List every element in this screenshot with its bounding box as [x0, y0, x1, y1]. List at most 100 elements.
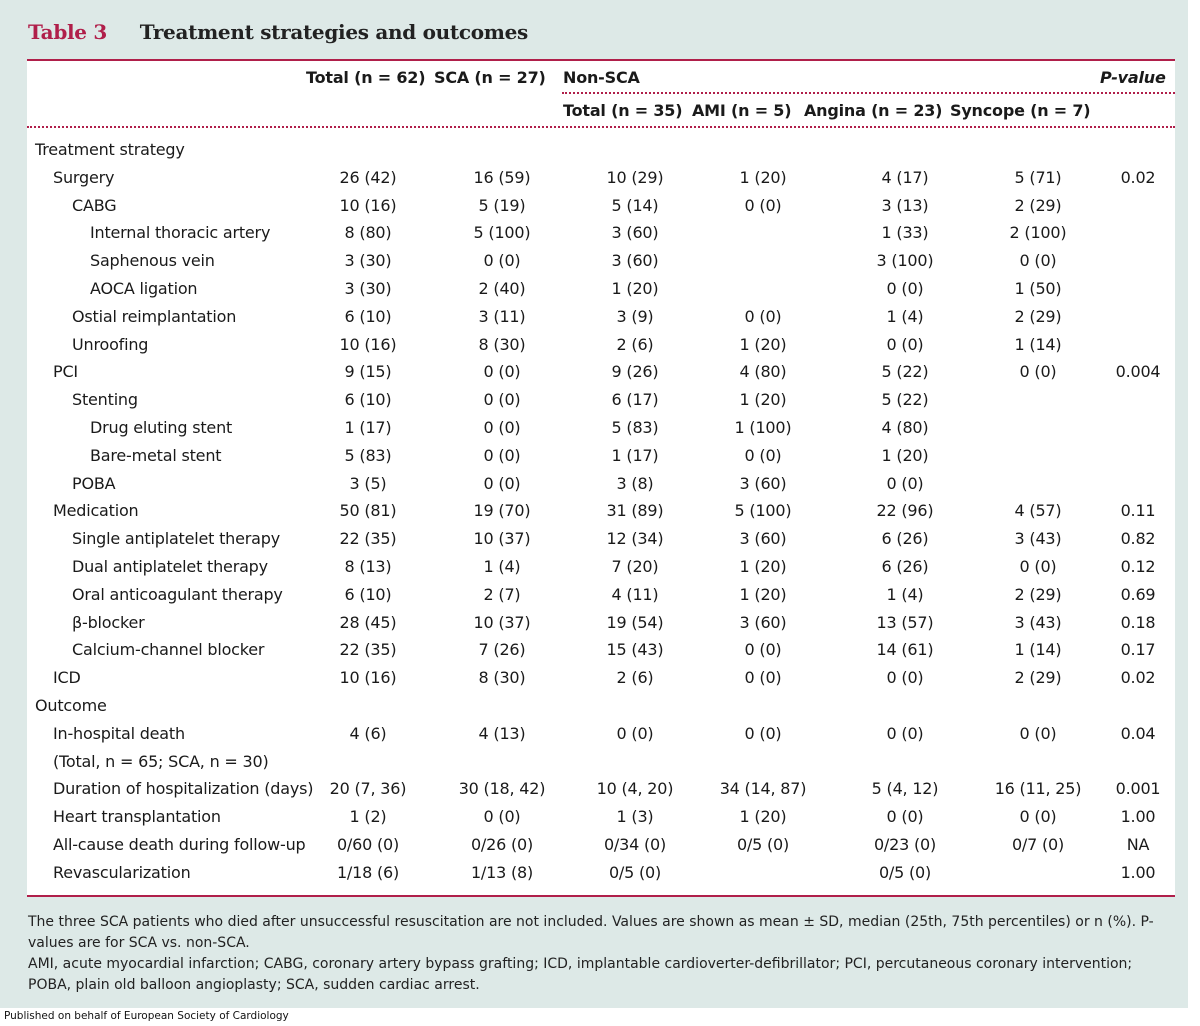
row-label: PCI: [53, 362, 78, 382]
bottom-rule: [27, 895, 1175, 897]
table-cell: 0.18: [1120, 612, 1156, 632]
table-cell: 5 (19): [478, 195, 526, 215]
table-title: Table 3 Treatment strategies and outcome…: [28, 20, 528, 44]
table-cell: 3 (60): [611, 251, 659, 271]
table-cell: 19 (54): [606, 612, 664, 632]
row-label: Drug eluting stent: [90, 418, 233, 437]
table-cell: 1 (20): [739, 334, 787, 354]
footnote: The three SCA patients who died after un…: [28, 912, 1178, 996]
table-cell: 1 (33): [881, 223, 929, 243]
table-row: Saphenous vein 3 (30) 0 (0) 3 (60) 3 (100) 0 …: [27, 251, 1175, 279]
row-label: In-hospital death: [53, 723, 185, 743]
table-cell: 15 (43): [606, 640, 664, 660]
table-row: All-cause death during follow-up 0/60 (0)…: [27, 835, 1175, 863]
publisher-note: Published on behalf of European Society …: [4, 1010, 289, 1022]
table-cell: 1 (4): [886, 584, 924, 604]
table-cell: 0 (0): [483, 362, 521, 382]
table-cell: 50 (81): [339, 501, 397, 521]
table-cell: 1.00: [1120, 807, 1156, 827]
row-label: Duration of hospitalization (days): [53, 779, 314, 799]
table-cell: 0/23 (0): [873, 835, 937, 854]
table-cell: 0 (0): [1019, 251, 1057, 271]
table-number: Table 3: [28, 20, 108, 44]
table-cell: 13 (57): [876, 612, 934, 632]
table-cell: 0 (0): [886, 473, 924, 493]
table-cell: 0 (0): [886, 807, 924, 827]
table-cell: 6 (26): [881, 557, 929, 576]
table-cell: 0.12: [1120, 557, 1156, 576]
table-cell: 1 (20): [739, 390, 787, 410]
table-row: β-blocker 28 (45) 10 (37) 19 (54) 3 (60) 13 (…: [27, 613, 1175, 641]
table-cell: 10 (37): [473, 529, 531, 549]
table-cell: 0/34 (0): [603, 835, 667, 854]
footnote-line-2: AMI, acute myocardial infarction; CABG, …: [28, 956, 1133, 993]
table-cell: 26 (42): [339, 167, 397, 187]
row-label: β-blocker: [72, 612, 145, 632]
table-cell: 2 (29): [1014, 668, 1062, 688]
table-row: CABG 10 (16) 5 (19) 5 (14) 0 (0) 3 (13) 2 (29): [27, 196, 1175, 224]
table-row: Bare-metal stent 5 (83) 0 (0) 1 (17) 0 (0) 1 …: [27, 446, 1175, 474]
table-cell: 0 (0): [483, 418, 521, 437]
header-angina: Angina (n = 23): [804, 101, 943, 120]
table-row: Treatment strategy: [27, 140, 1175, 168]
table-cell: 0.17: [1120, 640, 1156, 660]
table-cell: 2 (29): [1014, 306, 1062, 326]
table-row: Medication 50 (81) 19 (70) 31 (89) 5 (100) 22…: [27, 501, 1175, 529]
table-cell: 22 (35): [339, 529, 397, 549]
table-cell: 0 (0): [744, 306, 782, 326]
table-cell: 3 (60): [739, 612, 787, 632]
table-cell: 0 (0): [886, 279, 924, 298]
table-cell: 1 (20): [611, 279, 659, 298]
row-label: Calcium-channel blocker: [72, 640, 265, 660]
table-cell: 1 (100): [734, 418, 792, 437]
table-cell: 20 (7, 36): [329, 779, 407, 799]
table-cell: 16 (59): [473, 167, 531, 187]
table-cell: 3 (30): [344, 251, 392, 271]
table-cell: 3 (5): [349, 473, 387, 493]
row-label: Medication: [53, 501, 139, 521]
table-cell: 22 (35): [339, 640, 397, 660]
row-label: Saphenous vein: [90, 251, 215, 271]
table-row: Calcium-channel blocker 22 (35) 7 (26) 15 (…: [27, 640, 1175, 668]
row-label: Revascularization: [53, 862, 191, 882]
row-label: Internal thoracic artery: [90, 223, 271, 243]
table-cell: 0 (0): [483, 251, 521, 271]
table-cell: 1/13 (8): [470, 862, 534, 882]
table-cell: 0.69: [1120, 584, 1156, 604]
table-cell: 2 (29): [1014, 195, 1062, 215]
table-cell: 3 (43): [1014, 612, 1062, 632]
table-cell: 0 (0): [1019, 807, 1057, 827]
table-row: Outcome: [27, 696, 1175, 724]
table-cell: 1 (14): [1014, 640, 1062, 660]
row-label: Unroofing: [72, 334, 149, 354]
table-cell: 0 (0): [483, 390, 521, 410]
table-cell: 8 (13): [344, 557, 392, 576]
table-cell: 7 (20): [611, 557, 659, 576]
table-cell: 9 (15): [344, 362, 392, 382]
table-cell: 0/7 (0): [1011, 835, 1065, 854]
table-cell: 0 (0): [886, 334, 924, 354]
row-label: Dual antiplatelet therapy: [72, 557, 268, 576]
table-row: In-hospital death 4 (6) 4 (13) 0 (0) 0 (0) 0 …: [27, 724, 1175, 752]
table-cell: 0 (0): [1019, 557, 1057, 576]
top-rule: [27, 59, 1175, 61]
table-cell: 2 (6): [616, 334, 654, 354]
table-cell: 30 (18, 42): [458, 779, 546, 799]
table-cell: 4 (13): [478, 723, 526, 743]
table-cell: 0 (0): [886, 723, 924, 743]
table-cell: 10 (16): [339, 668, 397, 688]
table-row: Oral anticoagulant therapy 6 (10) 2 (7) 4 (…: [27, 585, 1175, 613]
row-label: AOCA ligation: [90, 279, 198, 298]
table-cell: 1 (4): [886, 306, 924, 326]
row-label: Surgery: [53, 167, 115, 187]
table-cell: 6 (17): [611, 390, 659, 410]
table-cell: 0.11: [1120, 501, 1156, 521]
table-cell: 0 (0): [483, 807, 521, 827]
table-cell: 14 (61): [876, 640, 934, 660]
table-cell: 8 (80): [344, 223, 392, 243]
table-cell: 0.82: [1120, 529, 1156, 549]
row-label: Heart transplantation: [53, 807, 221, 827]
table-cell: 10 (16): [339, 334, 397, 354]
table-cell: 3 (8): [616, 473, 654, 493]
table-cell: 5 (71): [1014, 167, 1062, 187]
